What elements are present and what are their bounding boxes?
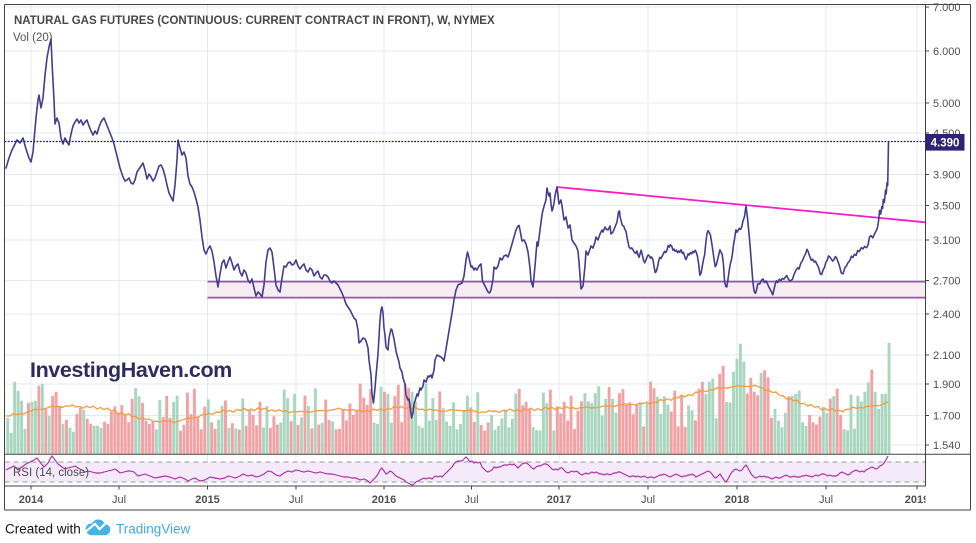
svg-text:Jul: Jul bbox=[641, 494, 655, 506]
svg-text:3.900: 3.900 bbox=[933, 170, 961, 182]
svg-text:1.540: 1.540 bbox=[933, 440, 961, 452]
svg-text:7.000: 7.000 bbox=[933, 2, 961, 14]
svg-text:3.100: 3.100 bbox=[933, 235, 961, 247]
svg-text:TradingView: TradingView bbox=[116, 522, 191, 537]
svg-text:Created with: Created with bbox=[5, 522, 81, 537]
svg-text:4.390: 4.390 bbox=[931, 138, 960, 150]
svg-text:2015: 2015 bbox=[195, 494, 219, 506]
svg-text:Jul: Jul bbox=[819, 494, 833, 506]
svg-text:2.700: 2.700 bbox=[933, 276, 961, 288]
svg-text:6.000: 6.000 bbox=[933, 46, 961, 58]
svg-text:5.000: 5.000 bbox=[933, 98, 961, 110]
svg-text:2019: 2019 bbox=[905, 494, 929, 506]
svg-text:2.400: 2.400 bbox=[933, 309, 961, 321]
svg-text:1.900: 1.900 bbox=[933, 379, 961, 391]
svg-text:1.700: 1.700 bbox=[933, 411, 961, 423]
svg-text:2014: 2014 bbox=[19, 494, 44, 506]
svg-text:Jul: Jul bbox=[464, 494, 478, 506]
svg-text:2.100: 2.100 bbox=[933, 350, 961, 362]
svg-text:RSI (14, close): RSI (14, close) bbox=[13, 467, 89, 479]
svg-text:Jul: Jul bbox=[289, 494, 303, 506]
svg-text:InvestingHaven.com: InvestingHaven.com bbox=[30, 358, 232, 382]
svg-text:NATURAL GAS FUTURES (CONTINUOU: NATURAL GAS FUTURES (CONTINUOUS: CURRENT… bbox=[14, 15, 495, 27]
svg-text:2016: 2016 bbox=[372, 494, 396, 506]
svg-text:Jul: Jul bbox=[112, 494, 126, 506]
svg-text:2017: 2017 bbox=[547, 494, 571, 506]
svg-text:Vol (20): Vol (20) bbox=[13, 32, 53, 44]
svg-text:2018: 2018 bbox=[725, 494, 749, 506]
svg-text:3.500: 3.500 bbox=[933, 201, 961, 213]
